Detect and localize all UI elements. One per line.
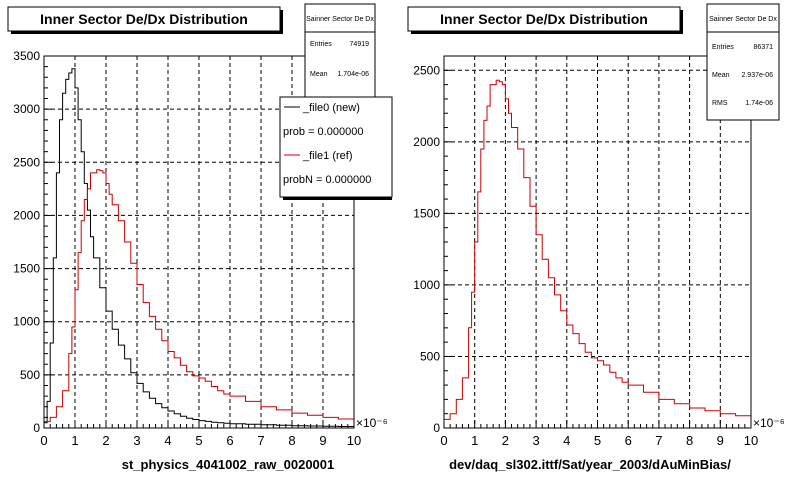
- stats-box: [706, 3, 780, 121]
- x-tick-label: 8: [686, 433, 693, 448]
- stats-label: Entries: [310, 41, 332, 48]
- x-tick-label: 8: [288, 433, 295, 448]
- chart-panel-0: 0 1 2 3 4 5 6 7 8 9 10 0 500 1000 1500 2000 2500 3000 3500…: [7, 3, 393, 472]
- x-axis-title: st_physics_4041002_raw_0020001: [122, 457, 335, 472]
- legend: _file0 (new) prob = 0.000000 _file1 (ref) p…: [279, 96, 393, 200]
- x-tick-label: 7: [257, 433, 264, 448]
- x-tick-label: 1: [71, 433, 78, 448]
- x-tick-label: 3: [133, 433, 140, 448]
- x-tick-label: 7: [655, 433, 662, 448]
- y-tick-label: 500: [420, 349, 440, 363]
- x-tick-label: 2: [502, 433, 509, 448]
- x-tick-label: 9: [717, 433, 724, 448]
- chart-title: Inner Sector De/Dx Distribution: [440, 11, 648, 27]
- x-tick-label: 0: [40, 433, 47, 448]
- y-axis: 0 500 1000 1500 2000 2500 3000 3500: [13, 49, 52, 435]
- stats-label: RMS: [712, 100, 728, 107]
- grid-lines: [444, 56, 751, 428]
- series-line-0: [444, 79, 752, 420]
- legend-entry-label: _file1 (ref): [302, 150, 353, 162]
- series-line-0: [44, 68, 355, 427]
- x-tick-label: 9: [319, 433, 326, 448]
- x-tick-label: 10: [744, 433, 758, 448]
- x-tick-label: 2: [102, 433, 109, 448]
- title-box: [7, 6, 281, 32]
- legend-entry-label: prob = 0.000000: [283, 126, 363, 138]
- stats-name: Sainner Sector De Dx: [306, 16, 374, 23]
- stats-label: Entries: [712, 44, 734, 51]
- y-tick-label: 2500: [13, 155, 40, 169]
- x-tick-label: 0: [440, 433, 447, 448]
- y-tick-label: 1000: [13, 315, 40, 329]
- y-tick-label: 0: [433, 421, 440, 435]
- x-tick-label: 4: [563, 433, 570, 448]
- x-exponent-label: ×10⁻⁶: [356, 416, 388, 430]
- stats-value: 74919: [350, 41, 370, 48]
- y-axis: 0 500 1000 1500 2000 2500: [413, 63, 452, 435]
- stats-value: 1.74e-06: [745, 100, 773, 107]
- x-tick-label: 5: [195, 433, 202, 448]
- legend-box: [279, 96, 393, 198]
- x-tick-label: 1: [471, 433, 478, 448]
- y-tick-label: 2500: [413, 63, 440, 77]
- legend-entry-label: _file0 (new): [302, 102, 360, 114]
- x-axis: 0 1 2 3 4 5 6 7 8 9 10: [440, 420, 758, 448]
- y-tick-label: 0: [33, 421, 40, 435]
- y-tick-label: 1000: [413, 278, 440, 292]
- x-tick-label: 4: [164, 433, 171, 448]
- x-exponent-label: ×10⁻⁶: [753, 416, 785, 430]
- x-tick-label: 3: [532, 433, 539, 448]
- series-line-1: [44, 169, 355, 423]
- grid-lines: [44, 56, 354, 428]
- chart-panel-1: 0 1 2 3 4 5 6 7 8 9 10 0 500 1000 1500 2000 2500 ×10⁻⁶ dev…: [407, 3, 785, 472]
- chart-title: Inner Sector De/Dx Distribution: [40, 11, 248, 27]
- y-tick-label: 3000: [13, 102, 40, 116]
- x-axis-title: dev/daq_sl302.ittf/Sat/year_2003/dAuMinB…: [449, 457, 731, 472]
- x-tick-label: 6: [226, 433, 233, 448]
- y-tick-label: 3500: [13, 49, 40, 63]
- y-tick-label: 1500: [413, 206, 440, 220]
- y-tick-label: 500: [20, 368, 40, 382]
- stats-value: 2.937e-06: [741, 72, 773, 79]
- stats-name: Sainner Sector De Dx: [709, 16, 777, 23]
- x-tick-label: 10: [347, 433, 361, 448]
- x-tick-label: 5: [594, 433, 601, 448]
- legend-entry-label: probN = 0.000000: [283, 174, 371, 186]
- stats-label: Mean: [712, 72, 730, 79]
- y-tick-label: 1500: [13, 262, 40, 276]
- title-box: [407, 6, 681, 32]
- y-tick-label: 2000: [13, 208, 40, 222]
- stats-value: 1.704e-06: [337, 71, 369, 78]
- x-axis: 0 1 2 3 4 5 6 7 8 9 10: [40, 420, 361, 448]
- y-tick-label: 2000: [413, 135, 440, 149]
- stats-value: 86371: [754, 44, 774, 51]
- stats-label: Mean: [310, 71, 328, 78]
- x-tick-label: 6: [625, 433, 632, 448]
